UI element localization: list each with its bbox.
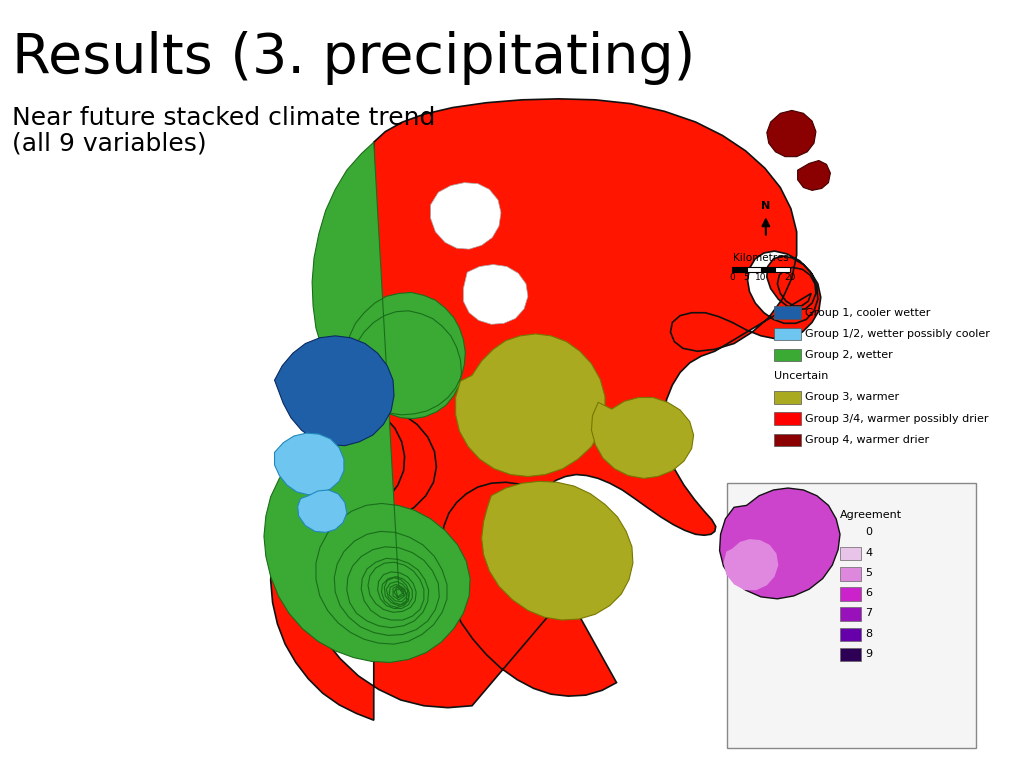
- Bar: [773, 328, 801, 340]
- Text: 8: 8: [865, 628, 872, 638]
- Text: 9: 9: [865, 649, 872, 659]
- Bar: [840, 627, 861, 641]
- Text: Results (3. precipitating): Results (3. precipitating): [11, 31, 695, 85]
- Text: Kilometres: Kilometres: [733, 253, 788, 263]
- Polygon shape: [298, 490, 347, 532]
- Bar: [773, 412, 801, 425]
- Bar: [761, 267, 775, 272]
- Bar: [840, 567, 861, 581]
- Polygon shape: [456, 334, 605, 476]
- Text: Group 1, cooler wetter: Group 1, cooler wetter: [805, 308, 931, 318]
- Polygon shape: [270, 99, 821, 720]
- Text: 10: 10: [756, 273, 767, 282]
- Text: Group 3/4, warmer possibly drier: Group 3/4, warmer possibly drier: [805, 414, 989, 424]
- Text: Uncertain: Uncertain: [773, 371, 828, 381]
- Polygon shape: [463, 264, 528, 324]
- Polygon shape: [798, 161, 830, 190]
- Text: 0: 0: [729, 273, 735, 282]
- Text: Agreement: Agreement: [840, 510, 902, 520]
- Text: Group 2, wetter: Group 2, wetter: [805, 350, 893, 360]
- Polygon shape: [274, 336, 394, 445]
- Bar: [840, 547, 861, 561]
- Bar: [775, 267, 790, 272]
- Bar: [773, 306, 801, 319]
- Polygon shape: [720, 488, 840, 599]
- Polygon shape: [274, 433, 344, 495]
- Text: 0: 0: [865, 528, 872, 538]
- Bar: [773, 391, 801, 404]
- Text: 5: 5: [865, 568, 872, 578]
- Text: 7: 7: [865, 608, 872, 618]
- Text: 20: 20: [784, 273, 796, 282]
- Bar: [773, 349, 801, 362]
- Text: 6: 6: [865, 588, 872, 598]
- Polygon shape: [431, 183, 501, 249]
- Text: (all 9 variables): (all 9 variables): [11, 131, 206, 156]
- Text: N: N: [761, 200, 770, 210]
- Text: 4: 4: [865, 548, 872, 558]
- Text: Near future stacked climate trend: Near future stacked climate trend: [11, 105, 435, 130]
- Text: Group 3, warmer: Group 3, warmer: [805, 392, 899, 402]
- Polygon shape: [481, 482, 633, 620]
- Polygon shape: [767, 111, 816, 157]
- Text: Group 1/2, wetter possibly cooler: Group 1/2, wetter possibly cooler: [805, 329, 990, 339]
- Bar: [840, 607, 861, 621]
- Bar: [840, 648, 861, 661]
- Polygon shape: [724, 539, 778, 590]
- Text: 5: 5: [743, 273, 750, 282]
- Bar: [727, 483, 976, 748]
- Text: Group 4, warmer drier: Group 4, warmer drier: [805, 435, 930, 445]
- Bar: [746, 267, 761, 272]
- Bar: [773, 434, 801, 446]
- Bar: [840, 588, 861, 601]
- Bar: [732, 267, 746, 272]
- Polygon shape: [592, 398, 693, 478]
- Polygon shape: [264, 142, 470, 663]
